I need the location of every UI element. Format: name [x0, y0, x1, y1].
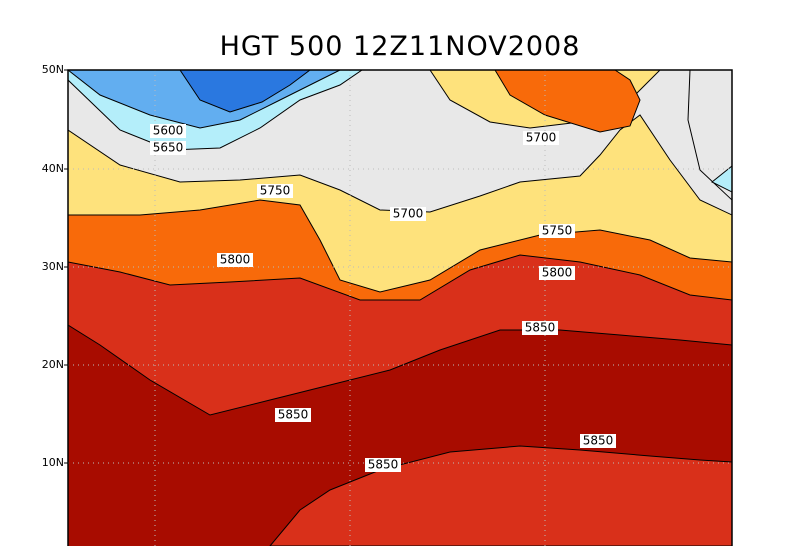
contour-label-bg: [580, 434, 616, 448]
lat-label: 50N: [42, 63, 64, 76]
contour-label-bg: [275, 408, 311, 422]
contour-label-bg: [523, 131, 559, 145]
contour-label: 5750: [542, 224, 573, 238]
labels: 50N 40N 30N 20N 10N 5600 5650 5750 5700 5700 5750 5…: [42, 63, 616, 472]
contour-label: 5850: [525, 321, 556, 335]
contour-label: 5600: [153, 124, 184, 138]
contour-label: 5650: [153, 141, 184, 155]
band-ne-orange: [494, 70, 641, 133]
contour-label-bg: [539, 224, 575, 238]
contour-label: 5800: [220, 253, 251, 267]
lat-label: 20N: [42, 358, 64, 371]
lat-label: 40N: [42, 162, 64, 175]
contour-label: 5700: [393, 207, 424, 221]
contour-label: 5850: [368, 458, 399, 472]
contour-label-bg: [150, 124, 186, 138]
band-ne-cyan: [711, 165, 732, 193]
contour-label-bg: [150, 141, 186, 155]
lat-label: 10N: [42, 456, 64, 469]
band-ne-gray: [687, 70, 732, 201]
contour-label-bg: [390, 207, 426, 221]
contour-label-bg: [257, 184, 293, 198]
map-title: HGT 500 12Z11NOV2008: [220, 31, 581, 62]
band-below-5550: [179, 70, 311, 113]
contour-label: 5800: [542, 266, 573, 280]
contour-label: 5750: [260, 184, 291, 198]
map-frame: [67, 69, 733, 546]
graticule: [68, 70, 732, 546]
contour-label: 5850: [278, 408, 309, 422]
lat-label: 30N: [42, 260, 64, 273]
contour-label: 5700: [526, 131, 557, 145]
contour-label: 5850: [583, 434, 614, 448]
contour-label-bg: [522, 321, 558, 335]
contour-fill: [68, 70, 732, 546]
contour-label-bg: [539, 266, 575, 280]
contour-label-bg: [217, 253, 253, 267]
contour-label-bg: [365, 458, 401, 472]
